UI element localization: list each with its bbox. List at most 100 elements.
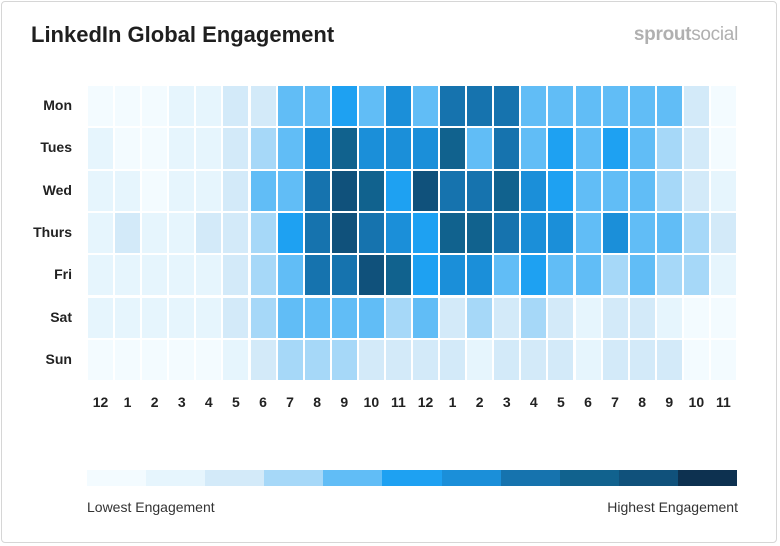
x-tick-label: 4: [529, 394, 538, 410]
heatmap-cell: [331, 128, 357, 169]
heatmap-cell: [413, 128, 439, 169]
heatmap-cell: [494, 255, 520, 296]
heatmap-cell: [142, 212, 168, 254]
heatmap-cell: [413, 212, 439, 254]
heatmap-cell: [629, 212, 655, 254]
heatmap-cell: [656, 297, 682, 338]
legend-low-label: Lowest Engagement: [87, 499, 215, 515]
heatmap-cell: [358, 255, 384, 296]
heatmap-cell: [115, 255, 141, 296]
heatmap-cell: [467, 170, 493, 211]
heatmap-cell: [358, 128, 384, 169]
heatmap-cell: [548, 86, 574, 127]
heatmap-cell: [277, 255, 303, 296]
x-tick-label: 2: [475, 394, 484, 410]
legend-swatch: [264, 470, 324, 486]
chart-title: LinkedIn Global Engagement: [31, 22, 335, 47]
heatmap-cell: [223, 170, 249, 211]
heatmap-cell: [277, 170, 303, 211]
heatmap-cell: [169, 128, 195, 169]
row-label: Tues: [40, 139, 72, 156]
heatmap-cell: [656, 212, 682, 254]
heatmap-cell: [196, 170, 222, 211]
heatmap-cell: [169, 212, 195, 254]
heatmap-cell: [331, 170, 357, 211]
heatmap-cell: [575, 128, 601, 169]
row-label: Sun: [45, 350, 72, 367]
heatmap-cell: [683, 255, 709, 296]
heatmap-cell: [223, 86, 249, 127]
heatmap-cell: [683, 170, 709, 211]
heatmap-cell: [548, 128, 574, 169]
heatmap-cell: [494, 297, 520, 338]
heatmap-cell: [440, 339, 466, 381]
heatmap-cell: [88, 170, 114, 211]
heatmap-cell: [548, 297, 574, 338]
heatmap-cell: [358, 86, 384, 127]
heatmap-cell: [494, 128, 520, 169]
x-tick-label: 9: [340, 394, 349, 410]
heatmap-cell: [385, 86, 411, 127]
x-tick-label: 1: [448, 394, 457, 410]
heatmap-cell: [250, 255, 276, 296]
x-tick-label: 5: [557, 394, 565, 410]
heatmap-cell: [250, 170, 276, 211]
heatmap-cell: [575, 339, 601, 381]
heatmap-cell: [629, 170, 655, 211]
heatmap-cell: [142, 297, 168, 338]
heatmap-cell: [115, 212, 141, 254]
heatmap-cell: [548, 212, 574, 254]
heatmap-cell: [494, 86, 520, 127]
heatmap-cell: [440, 86, 466, 127]
heatmap-cell: [710, 255, 736, 296]
x-tick-label: 5: [232, 394, 240, 410]
heatmap-cell: [575, 297, 601, 338]
heatmap-cell: [385, 255, 411, 296]
heatmap-cell: [250, 212, 276, 254]
heatmap-cell: [223, 255, 249, 296]
x-tick-label: 9: [665, 394, 674, 410]
heatmap-cell: [331, 212, 357, 254]
legend-swatch: [323, 470, 383, 486]
heatmap-cell: [521, 339, 547, 381]
row-label: Sat: [50, 308, 72, 325]
x-tick-label: 7: [611, 394, 619, 410]
heatmap-cell: [413, 86, 439, 127]
legend-swatch: [205, 470, 265, 486]
heatmap-cell: [440, 297, 466, 338]
row-label: Thurs: [33, 223, 72, 240]
legend-swatch: [559, 470, 620, 486]
heatmap-cell: [440, 212, 466, 254]
heatmap-cell: [656, 128, 682, 169]
heatmap-cell: [88, 86, 114, 127]
heatmap-cell: [304, 339, 330, 381]
legend-swatch: [677, 470, 738, 486]
sproutsocial-logo: sproutsocial: [633, 24, 738, 45]
heatmap-cell: [358, 212, 384, 254]
heatmap-cell: [115, 297, 141, 338]
heatmap-cell: [656, 170, 682, 211]
x-tick-label: 4: [204, 394, 213, 410]
row-label: Wed: [42, 181, 72, 198]
heatmap-cell: [710, 339, 736, 381]
heatmap-cell: [521, 212, 547, 254]
heatmap-cell: [223, 212, 249, 254]
heatmap-cell: [88, 212, 114, 254]
row-label: Mon: [43, 97, 72, 113]
heatmap-cell: [494, 170, 520, 211]
heatmap-cell: [683, 128, 709, 169]
heatmap-cell: [494, 339, 520, 381]
heatmap-cell: [331, 339, 357, 381]
heatmap-cell: [413, 297, 439, 338]
heatmap-cell: [250, 128, 276, 169]
heatmap-cell: [385, 339, 411, 381]
heatmap-cell: [440, 255, 466, 296]
heatmap-cell: [331, 255, 357, 296]
heatmap-cell: [304, 170, 330, 211]
heatmap-cell: [656, 339, 682, 381]
x-tick-label: 8: [313, 394, 322, 410]
heatmap-cell: [358, 339, 384, 381]
heatmap-cell: [196, 297, 222, 338]
row-label: Fri: [54, 266, 72, 283]
heatmap-cell: [710, 86, 736, 127]
